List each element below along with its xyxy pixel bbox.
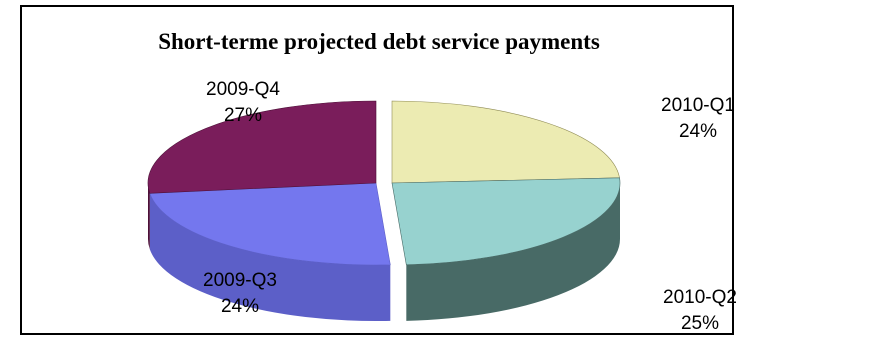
slice-label-2009-q3: 2009-Q3 24% [170,268,310,320]
slice-top-2010-q2 [391,177,621,266]
slice-pct-2010-q2: 25% [680,313,720,334]
slice-top-2010-q1 [391,100,620,184]
slice-label-2010-q1: 2010-Q1 24% [628,93,768,145]
pie-chart [147,100,621,322]
slice-pct-2009-q3: 24% [220,296,260,317]
slice-name-2010-q1: 2010-Q1 [661,95,735,116]
slice-name-2009-q4: 2009-Q4 [206,79,280,100]
chart-frame: Short-terme projected debt service payme… [20,5,737,335]
slice-side-2009-q4 [148,183,150,250]
slice-top-2009-q4 [147,100,377,194]
slice-pct-2009-q4: 27% [223,105,263,126]
slice-top-2009-q3 [149,182,391,266]
slice-pct-2010-q1: 24% [678,121,718,142]
slice-name-2010-q2: 2010-Q2 [663,287,737,308]
slice-side-2010-q2 [406,183,620,321]
slice-label-2009-q4: 2009-Q4 27% [173,77,313,129]
slice-name-2009-q3: 2009-Q3 [203,270,277,291]
slice-label-2010-q2: 2010-Q2 25% [630,285,770,337]
chart-title: Short-terme projected debt service payme… [158,29,600,54]
slice-side-2009-q3 [149,193,391,322]
